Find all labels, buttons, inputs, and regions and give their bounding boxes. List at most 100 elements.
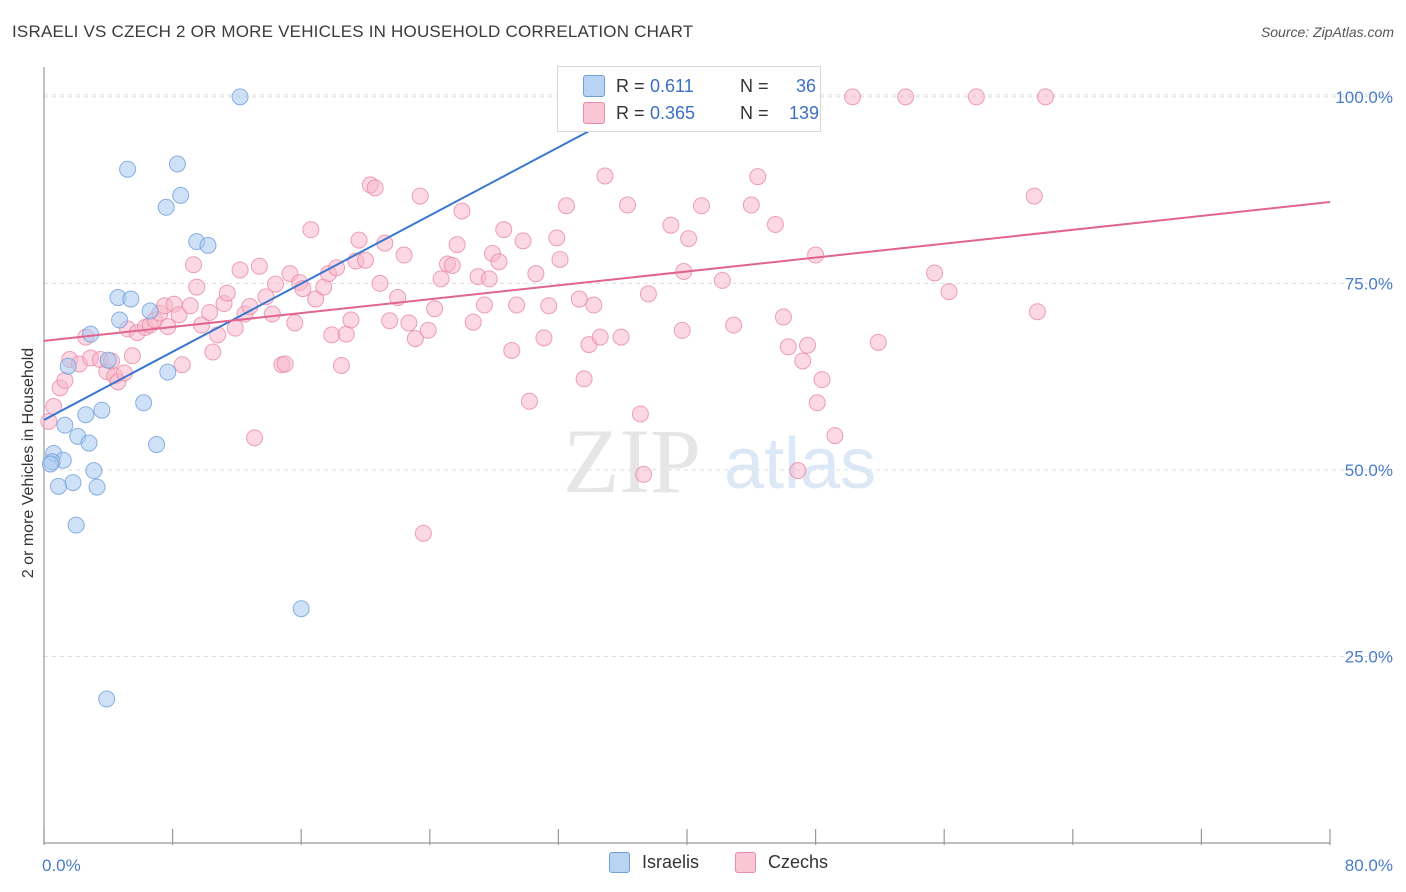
czechs-point [56, 371, 74, 389]
czechs-point [286, 314, 304, 332]
czechs-point [570, 290, 588, 308]
czechs-point [535, 329, 553, 347]
czechs-point [381, 312, 399, 330]
czechs-point [266, 275, 284, 293]
czechs-point [480, 270, 498, 288]
israelis-trend-line [43, 88, 669, 421]
czechs-point [170, 306, 188, 324]
y-tick-label: 100.0% [1335, 88, 1393, 107]
legend-r-value: 0.611 [650, 75, 694, 96]
y-axis-label: 2 or more Vehicles in Household [20, 348, 37, 578]
czechs-point [263, 305, 281, 323]
czechs-point [967, 88, 985, 106]
czechs-trend-line [43, 201, 1331, 342]
czechs-point [631, 405, 649, 423]
czechs-point [1028, 303, 1046, 321]
watermark: ZIP atlas [563, 410, 876, 512]
czechs-point [713, 271, 731, 289]
czechs-point [789, 462, 807, 480]
czechs-point [692, 197, 710, 215]
czechs-point [395, 246, 413, 264]
y-tick-label: 50.0% [1345, 461, 1393, 480]
czechs-point [766, 215, 784, 233]
czechs-point [406, 330, 424, 348]
israelis-point [99, 351, 117, 369]
czechs-point [188, 278, 206, 296]
czechs-point [808, 394, 826, 412]
czechs-point [508, 296, 526, 314]
czechs-point [307, 290, 325, 308]
czechs-point [844, 88, 862, 106]
czechs-point [218, 284, 236, 302]
czechs-point [619, 196, 637, 214]
czechs-point [540, 297, 558, 315]
axes [43, 67, 1331, 845]
czechs-point [276, 355, 294, 373]
czechs-point [464, 313, 482, 331]
israelis-point [159, 363, 177, 381]
czechs-point [204, 343, 222, 361]
trend-lines [43, 88, 1331, 421]
y-tick-label: 25.0% [1345, 647, 1393, 666]
czechs-point [419, 321, 437, 339]
israelis-point [199, 236, 217, 254]
israelis-point [80, 434, 98, 452]
israelis-swatch [583, 75, 605, 97]
czechs-point [869, 333, 887, 351]
czechs-point [366, 179, 384, 197]
y-tick-label: 75.0% [1345, 274, 1393, 293]
israelis-point [93, 401, 111, 419]
israelis-point [41, 455, 59, 473]
israelis-point [88, 478, 106, 496]
czechs-point [940, 283, 958, 301]
czechs-point [551, 251, 569, 269]
czechs-point [201, 303, 219, 321]
czechs-point [813, 371, 831, 389]
czechs-point [662, 216, 680, 234]
israelis-point [122, 290, 140, 308]
czechs-point [426, 300, 444, 318]
czechs-point [453, 202, 471, 220]
israelis-point [77, 406, 95, 424]
czechs-point [548, 229, 566, 247]
czechs-point [826, 427, 844, 445]
israelis-point [49, 477, 67, 495]
czechs-point [527, 265, 545, 283]
y-tick-labels: 25.0% 50.0% 75.0% 100.0% [1335, 88, 1393, 667]
czechs-point [725, 316, 743, 334]
czechs-point [432, 270, 450, 288]
czechs-point [323, 326, 341, 344]
czechs-point [514, 232, 532, 250]
czechs-point [115, 364, 133, 382]
czechs-point [400, 314, 418, 332]
czechs-point [414, 524, 432, 542]
czechs-point [591, 328, 609, 346]
czechs-point [799, 336, 817, 354]
czechs-points [40, 88, 1054, 542]
israelis-point [119, 160, 137, 178]
legend-r-value: 0.365 [650, 102, 696, 123]
israelis-point [85, 462, 103, 480]
israelis-point [64, 474, 82, 492]
czechs-point [926, 264, 944, 282]
israelis-point [59, 357, 77, 375]
czechs-point [794, 352, 812, 370]
czechs-point [337, 325, 355, 343]
czechs-point [596, 167, 614, 185]
czechs-point [495, 221, 513, 239]
czechs-point [357, 251, 374, 269]
czechs-legend-label: Czechs [768, 852, 829, 872]
israelis-point [111, 311, 129, 329]
czechs-point [680, 230, 698, 248]
czechs-swatch [583, 102, 605, 124]
israelis-legend-label: Israelis [642, 852, 700, 872]
czechs-point [342, 311, 360, 329]
czechs-point [520, 392, 538, 410]
israelis-point [56, 416, 74, 434]
legend-n-value: 139 [789, 102, 820, 123]
israelis-point [67, 516, 85, 534]
legend-n-label: N = [740, 102, 769, 123]
czechs-point [173, 356, 191, 374]
czechs-legend-swatch [735, 852, 756, 873]
israelis-point [148, 436, 166, 454]
